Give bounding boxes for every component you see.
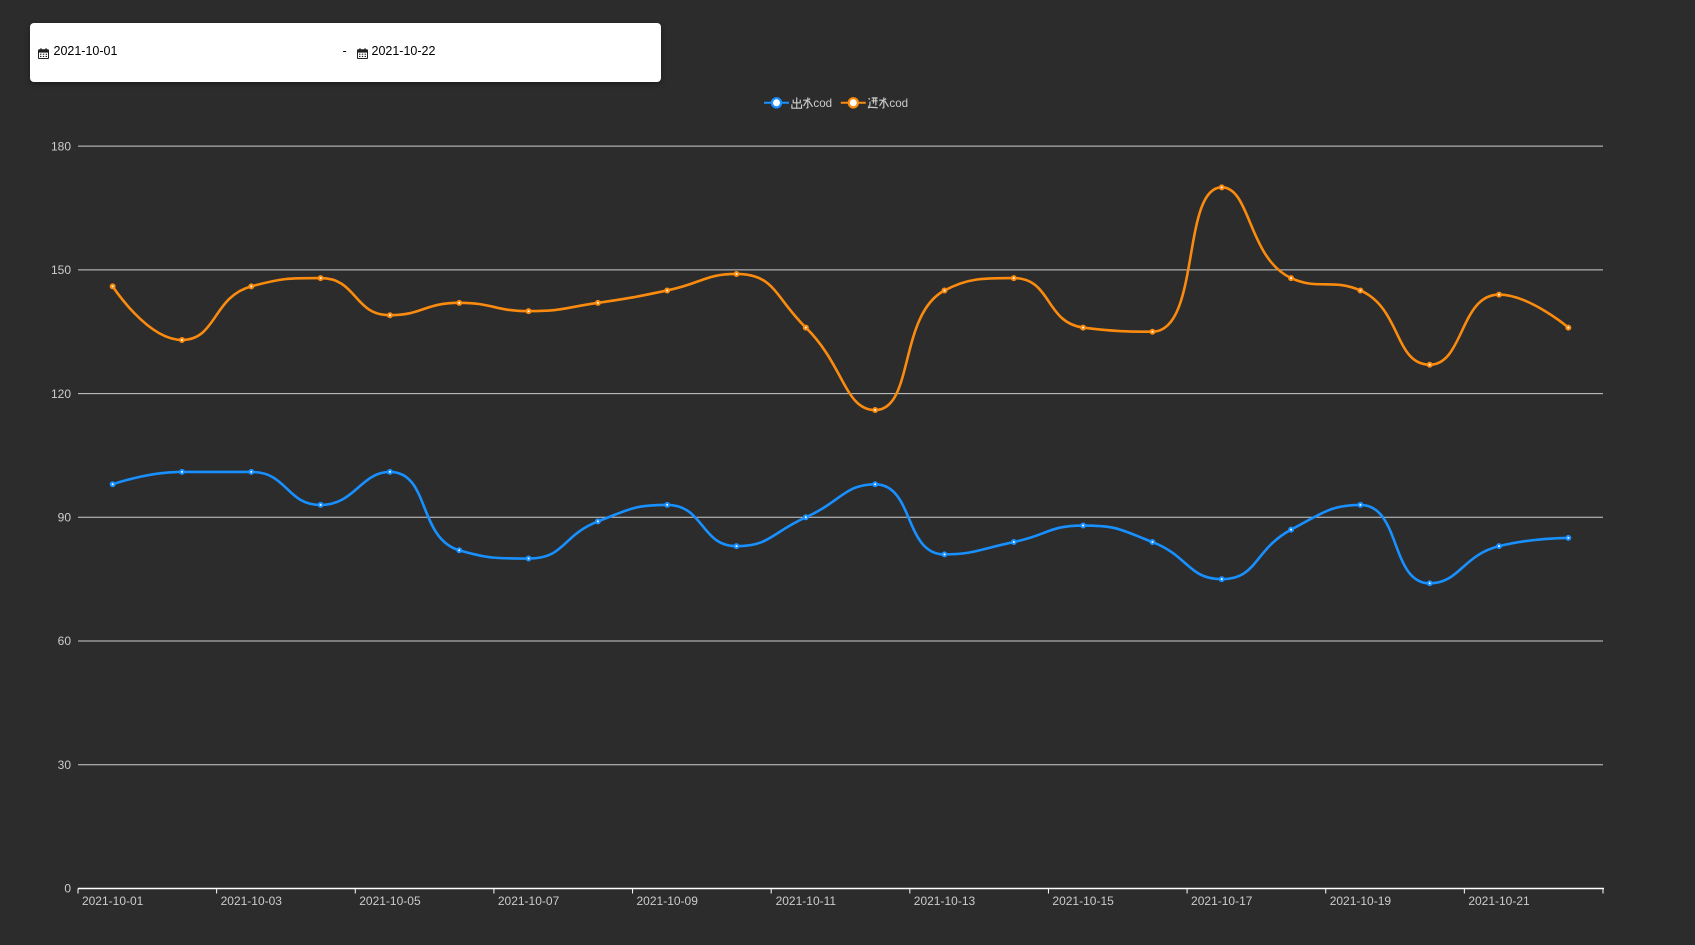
svg-text:cod: cod bbox=[889, 97, 908, 110]
svg-text:2021-10-11: 2021-10-11 bbox=[776, 894, 837, 908]
svg-text:2021-10-01: 2021-10-01 bbox=[82, 894, 144, 908]
svg-text:2021-10-15: 2021-10-15 bbox=[1052, 894, 1114, 908]
svg-text:90: 90 bbox=[58, 511, 72, 525]
svg-text:2021-10-19: 2021-10-19 bbox=[1330, 894, 1392, 908]
svg-text:0: 0 bbox=[64, 882, 71, 896]
svg-text:180: 180 bbox=[51, 139, 71, 153]
svg-text:2021-10-17: 2021-10-17 bbox=[1191, 894, 1253, 908]
svg-text:60: 60 bbox=[58, 634, 72, 648]
svg-text:2021-10-05: 2021-10-05 bbox=[359, 894, 421, 908]
svg-text:120: 120 bbox=[51, 387, 71, 401]
svg-text:cod: cod bbox=[813, 97, 832, 110]
svg-text:30: 30 bbox=[58, 758, 72, 772]
svg-text:2021-10-13: 2021-10-13 bbox=[914, 894, 976, 908]
svg-text:2021-10-07: 2021-10-07 bbox=[498, 894, 560, 908]
svg-text:2021-10-21: 2021-10-21 bbox=[1468, 894, 1530, 908]
svg-text:2021-10-09: 2021-10-09 bbox=[637, 894, 699, 908]
svg-text:150: 150 bbox=[51, 263, 71, 277]
svg-text:2021-10-03: 2021-10-03 bbox=[221, 894, 283, 908]
